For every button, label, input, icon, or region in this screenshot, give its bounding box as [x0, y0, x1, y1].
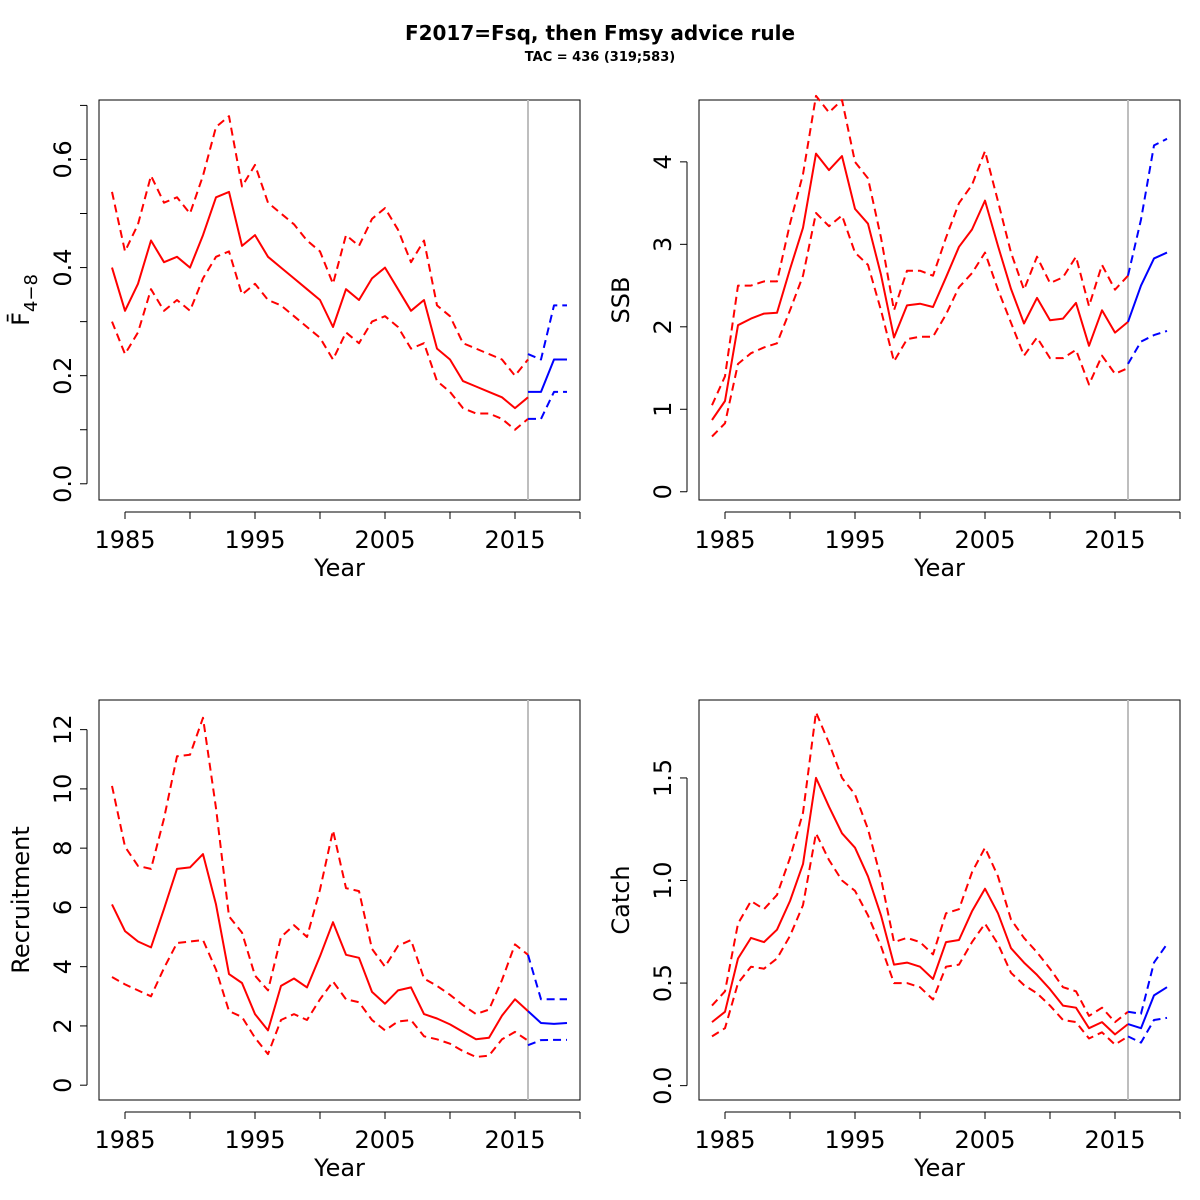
f-bar-x-tick-label: 2005 [354, 526, 415, 554]
figure-subtitle: TAC = 436 (319;583) [525, 50, 675, 65]
f-bar-y-axis-title: F̄4−8 [6, 274, 42, 326]
catch-y-axis-title-main: Catch [607, 865, 635, 934]
f-bar-y-tick-label: 0.4 [49, 248, 77, 286]
panel-recruitment: 1985 1995 2005 2015 0 2 4 6 8 10 12 Year Recruitment [7, 699, 581, 1182]
f-bar-x-tick-label: 1985 [94, 526, 155, 554]
recruitment-history-upper-line [111, 716, 529, 1016]
recruitment-forecast-lower-line [527, 1038, 567, 1047]
recruitment-y-tick-label: 12 [49, 714, 77, 745]
f-bar-y-axis-title-main: F̄ [6, 312, 35, 326]
catch-x-axis-title: Year [913, 1154, 965, 1182]
recruitment-x-tick-label: 2015 [484, 1126, 545, 1154]
ssb-x-tick-label: 1995 [824, 526, 885, 554]
recruitment-history-lower-line [111, 939, 529, 1058]
ssb-y-axis-title-main: SSB [607, 277, 635, 324]
recruitment-x-tick-label: 1985 [94, 1126, 155, 1154]
ssb-x-tick-label: 1985 [694, 526, 755, 554]
catch-y-tick-label: 1.5 [649, 759, 677, 797]
ssb-y-tick-label: 1 [649, 402, 677, 417]
catch-forecast-lower-line [1127, 1016, 1168, 1044]
recruitment-y-axis-title: Recruitment [7, 826, 35, 973]
f-bar-history-lower-line [111, 250, 529, 431]
f-bar-history-upper-line [111, 115, 529, 377]
catch-forecast-estimate-line [1127, 986, 1168, 1030]
recruitment-y-tick-label: 0 [49, 1078, 77, 1093]
recruitment-history-estimate-line [111, 853, 529, 1041]
catch-y-tick-label: 0.0 [649, 1067, 677, 1105]
catch-history-upper-line [711, 711, 1129, 1024]
f-bar-y-tick-label: 0.0 [49, 465, 77, 503]
ssb-history-lower-line [711, 212, 1129, 438]
f-bar-y-tick-label: 0.2 [49, 357, 77, 395]
recruitment-plot-frame [98, 699, 581, 1101]
catch-forecast-upper-line [1127, 943, 1168, 1015]
ssb-plot-frame [698, 99, 1181, 501]
ssb-y-tick-label: 2 [649, 319, 677, 334]
ssb-y-tick-label: 3 [649, 237, 677, 252]
recruitment-y-tick-label: 10 [49, 774, 77, 805]
f-bar-x-tick-label: 1995 [224, 526, 285, 554]
catch-y-axis-title: Catch [607, 865, 635, 934]
ssb-y-tick-label: 4 [649, 154, 677, 169]
f-bar-forecast-estimate-line [528, 358, 567, 393]
ssb-history-upper-line [711, 94, 1129, 406]
recruitment-x-tick-label: 1995 [224, 1126, 285, 1154]
recruitment-y-tick-label: 4 [49, 959, 77, 974]
panel-catch: 1985 1995 2005 2015 0.0 0.5 1.0 1.5 Year Catch [607, 699, 1181, 1182]
catch-plot-frame [698, 699, 1181, 1101]
recruitment-x-tick-label: 2005 [354, 1126, 415, 1154]
ssb-forecast-lower-line [1127, 329, 1168, 365]
ssb-x-tick-label: 2015 [1084, 526, 1145, 554]
ssb-forecast-upper-line [1127, 137, 1168, 276]
ssb-x-axis-title: Year [913, 554, 965, 582]
ssb-history-estimate-line [711, 152, 1129, 421]
catch-x-tick-label: 1985 [694, 1126, 755, 1154]
f-bar-history-estimate-line [111, 190, 529, 410]
recruitment-y-tick-label: 8 [49, 841, 77, 856]
recruitment-forecast-estimate-line [527, 1010, 568, 1025]
ssb-y-axis-title: SSB [607, 277, 635, 324]
catch-x-tick-label: 2015 [1084, 1126, 1145, 1154]
ssb-x-tick-label: 2005 [954, 526, 1015, 554]
catch-x-tick-label: 2005 [954, 1126, 1015, 1154]
figure-title: F2017=Fsq, then Fmsy advice rule [405, 21, 795, 45]
recruitment-forecast-upper-line [527, 954, 567, 1001]
ssb-forecast-estimate-line [1127, 251, 1168, 323]
panel-f-bar: 1985 1995 2005 2015 0.0 0.2 0.4 0.6 Year F̄4−8 [6, 99, 581, 582]
catch-x-tick-label: 1995 [824, 1126, 885, 1154]
f-bar-x-tick-label: 2015 [484, 526, 545, 554]
recruitment-y-tick-label: 2 [49, 1018, 77, 1033]
f-bar-plot-frame [98, 99, 581, 501]
catch-y-tick-label: 0.5 [649, 964, 677, 1002]
panel-ssb: 1985 1995 2005 2015 0 1 2 3 4 Year SSB [607, 94, 1181, 582]
catch-history-estimate-line [711, 776, 1129, 1036]
recruitment-x-axis-title: Year [313, 1154, 365, 1182]
catch-y-tick-label: 1.0 [649, 861, 677, 899]
f-bar-forecast-upper-line [527, 304, 567, 361]
recruitment-y-tick-label: 6 [49, 900, 77, 915]
ssb-y-tick-label: 0 [649, 484, 677, 499]
catch-history-lower-line [711, 832, 1129, 1046]
f-bar-y-tick-label: 0.6 [49, 140, 77, 178]
f-bar-forecast-lower-line [528, 390, 567, 420]
recruitment-y-axis-title-main: Recruitment [7, 826, 35, 973]
f-bar-y-axis-title-subscript: 4−8 [21, 274, 42, 312]
f-bar-x-axis-title: Year [313, 554, 365, 582]
